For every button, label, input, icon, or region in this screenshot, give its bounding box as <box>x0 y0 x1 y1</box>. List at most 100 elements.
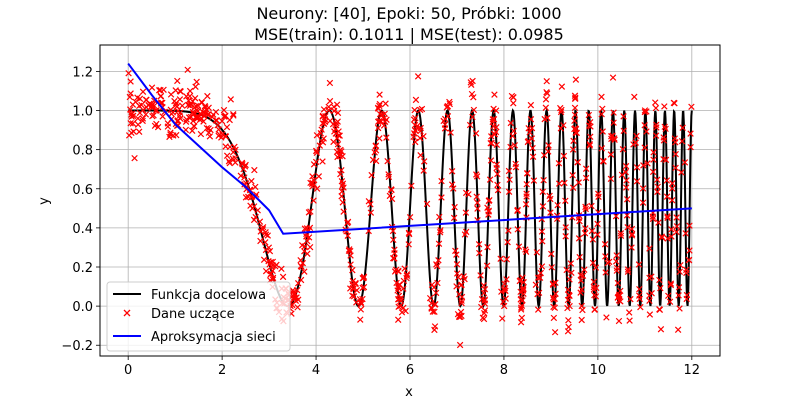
training-point <box>664 235 671 242</box>
training-point <box>626 317 633 324</box>
training-point <box>335 128 342 135</box>
training-point <box>652 132 660 139</box>
training-point <box>493 141 501 149</box>
training-point <box>649 168 657 176</box>
training-point <box>316 142 324 149</box>
x-tick-label: 2 <box>218 363 226 378</box>
training-point <box>473 171 480 178</box>
training-point <box>517 277 524 284</box>
training-point <box>199 109 207 116</box>
x-tick-label: 4 <box>312 363 320 378</box>
training-point <box>157 93 164 100</box>
training-point <box>671 100 678 107</box>
training-point <box>668 185 676 192</box>
training-point <box>649 215 657 223</box>
training-point <box>321 116 329 123</box>
training-point <box>423 200 431 208</box>
training-point <box>223 123 231 131</box>
training-point <box>143 104 150 111</box>
training-point <box>148 84 156 91</box>
training-point <box>434 262 441 270</box>
training-point <box>196 110 204 118</box>
training-point <box>577 272 584 279</box>
training-point <box>470 106 478 114</box>
training-point <box>668 226 675 233</box>
training-point <box>539 203 547 210</box>
training-point <box>666 298 674 305</box>
training-point <box>675 292 682 299</box>
training-point <box>509 132 516 140</box>
training-point <box>673 228 680 236</box>
training-point <box>437 227 444 234</box>
training-point <box>389 254 397 262</box>
training-point <box>620 113 627 120</box>
training-point <box>602 253 609 260</box>
training-point <box>547 209 554 216</box>
training-point <box>359 284 366 292</box>
training-point <box>570 137 577 145</box>
training-point <box>676 305 683 312</box>
training-point <box>349 277 357 285</box>
training-point <box>548 264 555 271</box>
training-point <box>458 281 465 289</box>
training-point <box>489 118 496 126</box>
training-point <box>403 272 411 280</box>
training-point <box>599 128 606 135</box>
training-point <box>376 135 383 142</box>
training-point <box>522 248 530 255</box>
training-point <box>617 298 624 305</box>
training-point <box>485 211 492 218</box>
training-point <box>159 113 166 120</box>
training-point <box>220 106 228 114</box>
training-point <box>534 290 541 298</box>
training-point <box>397 302 404 310</box>
training-point <box>367 201 374 208</box>
training-point <box>557 108 565 116</box>
training-point <box>128 113 135 120</box>
training-point <box>594 231 601 238</box>
training-point <box>557 125 565 132</box>
training-point <box>687 143 694 151</box>
training-point <box>220 113 228 120</box>
training-point <box>564 304 571 312</box>
training-point <box>678 137 686 145</box>
y-tick-label: 0.6 <box>72 183 93 198</box>
training-point <box>301 225 309 232</box>
training-point <box>631 93 638 101</box>
training-point <box>636 285 643 293</box>
training-point <box>267 271 274 278</box>
training-point <box>538 263 546 270</box>
training-point <box>505 227 512 234</box>
training-point <box>356 295 364 303</box>
training-point <box>473 173 481 180</box>
training-point <box>586 142 594 149</box>
training-point <box>403 271 411 278</box>
training-point <box>640 162 647 169</box>
training-point <box>396 281 403 288</box>
training-point <box>226 116 233 124</box>
training-point <box>186 102 194 109</box>
training-point <box>334 109 342 117</box>
training-point <box>656 306 663 313</box>
training-point <box>675 284 683 291</box>
training-point <box>193 78 200 86</box>
training-point <box>667 280 675 287</box>
training-point <box>226 159 233 167</box>
training-point <box>242 194 250 201</box>
training-point <box>127 78 134 85</box>
training-point <box>582 225 589 232</box>
training-point <box>555 180 563 187</box>
training-point <box>172 99 180 107</box>
training-point <box>646 245 653 252</box>
training-point <box>466 121 474 129</box>
training-point <box>305 209 313 216</box>
training-point <box>223 152 231 159</box>
training-point <box>179 102 186 109</box>
chart-title-line1: Neurony: [40], Epoki: 50, Próbki: 1000 <box>256 4 561 23</box>
training-point <box>216 131 223 138</box>
training-point <box>571 95 579 103</box>
training-point <box>585 122 593 129</box>
training-point <box>686 247 693 254</box>
training-point <box>610 119 617 126</box>
training-point <box>269 258 277 266</box>
